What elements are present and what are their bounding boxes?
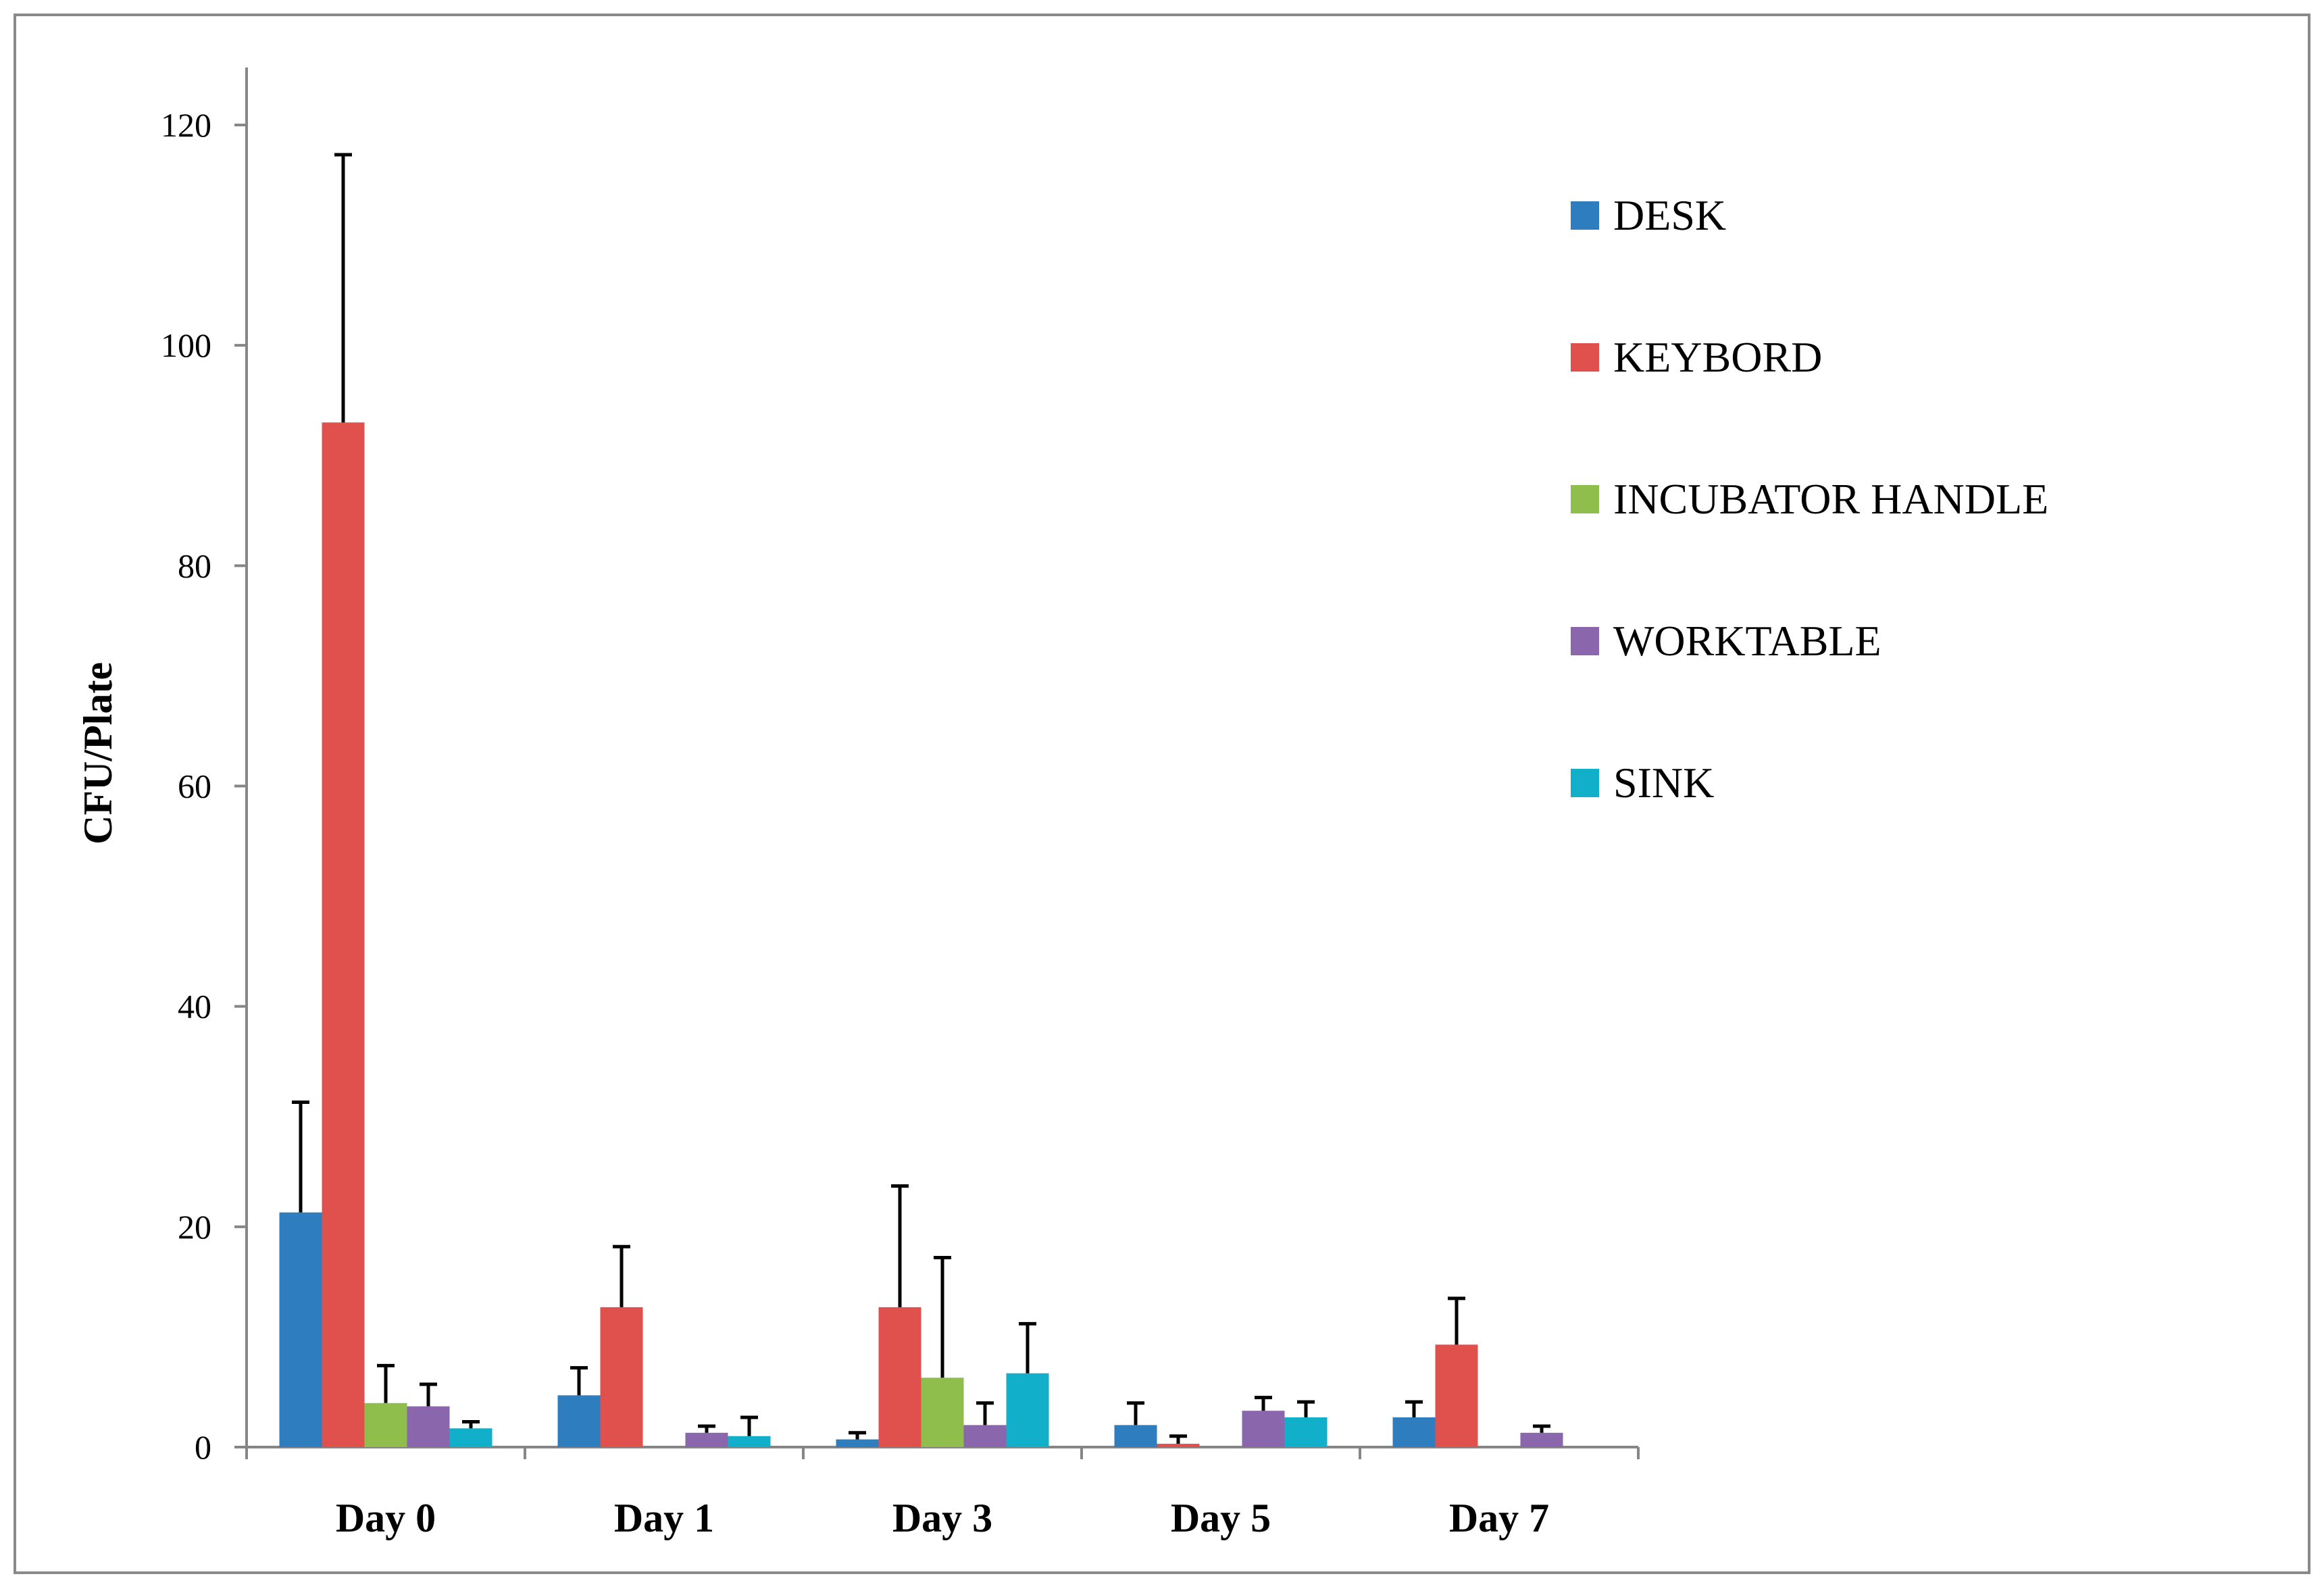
x-category-label: Day 7 (1449, 1496, 1549, 1540)
legend-label: INCUBATOR HANDLE (1613, 475, 2048, 523)
bar-worktable-day-7 (1520, 1432, 1563, 1447)
y-tick-label: 60 (178, 767, 211, 805)
bar-worktable-day-0 (407, 1406, 450, 1447)
bar-desk-day-3 (836, 1439, 879, 1447)
bar-desk-day-7 (1392, 1417, 1436, 1447)
bar-keybord-day-0 (322, 422, 365, 1448)
x-category-label: Day 1 (614, 1496, 714, 1540)
x-category-label: Day 0 (336, 1496, 436, 1540)
bar-desk-day-1 (557, 1395, 601, 1447)
bar-desk-day-0 (279, 1212, 322, 1447)
legend: DESK KEYBORD INCUBATOR HANDLE WORKTABLE SINK (1571, 191, 2048, 807)
legend-swatch (1571, 769, 1599, 797)
y-tick-label: 20 (178, 1208, 211, 1246)
bar-incubator-handle-day-0 (364, 1403, 407, 1447)
y-tick-label: 40 (178, 988, 211, 1026)
legend-swatch (1571, 485, 1599, 513)
legend-label: WORKTABLE (1613, 617, 1881, 665)
x-category-label: Day 3 (892, 1496, 992, 1540)
x-category-label: Day 5 (1171, 1496, 1271, 1540)
legend-label: KEYBORD (1613, 333, 1822, 381)
bar-worktable-day-1 (685, 1432, 728, 1447)
bars (279, 422, 1563, 1448)
bar-worktable-day-3 (963, 1425, 1007, 1447)
legend-label: DESK (1613, 191, 1726, 239)
bar-desk-day-5 (1114, 1425, 1157, 1447)
legend-swatch (1571, 343, 1599, 372)
axis-labels: 0 20 40 60 80 100 120 Day 0 Day 1 Day 3 Day 5 Day 7 (161, 106, 1549, 1540)
bar-sink-day-1 (728, 1436, 771, 1447)
bar-incubator-handle-day-3 (921, 1378, 964, 1447)
bar-worktable-day-5 (1242, 1411, 1285, 1447)
bar-sink-day-5 (1284, 1417, 1328, 1447)
chart-frame (14, 14, 2310, 1574)
bar-keybord-day-7 (1435, 1344, 1478, 1447)
legend-swatch (1571, 627, 1599, 655)
bar-keybord-day-1 (600, 1307, 643, 1447)
bar-keybord-day-5 (1157, 1444, 1200, 1447)
bar-keybord-day-3 (878, 1307, 921, 1447)
legend-swatch (1571, 201, 1599, 230)
legend-label: SINK (1613, 759, 1714, 807)
y-tick-label: 0 (195, 1428, 211, 1466)
bar-sink-day-0 (449, 1428, 492, 1447)
y-tick-label: 120 (161, 106, 211, 144)
error-bars (292, 153, 1550, 1444)
bar-sink-day-3 (1006, 1373, 1049, 1447)
y-tick-label: 80 (178, 547, 211, 584)
y-axis-title: CFU/Plate (76, 662, 120, 844)
y-tick-label: 100 (161, 326, 211, 364)
